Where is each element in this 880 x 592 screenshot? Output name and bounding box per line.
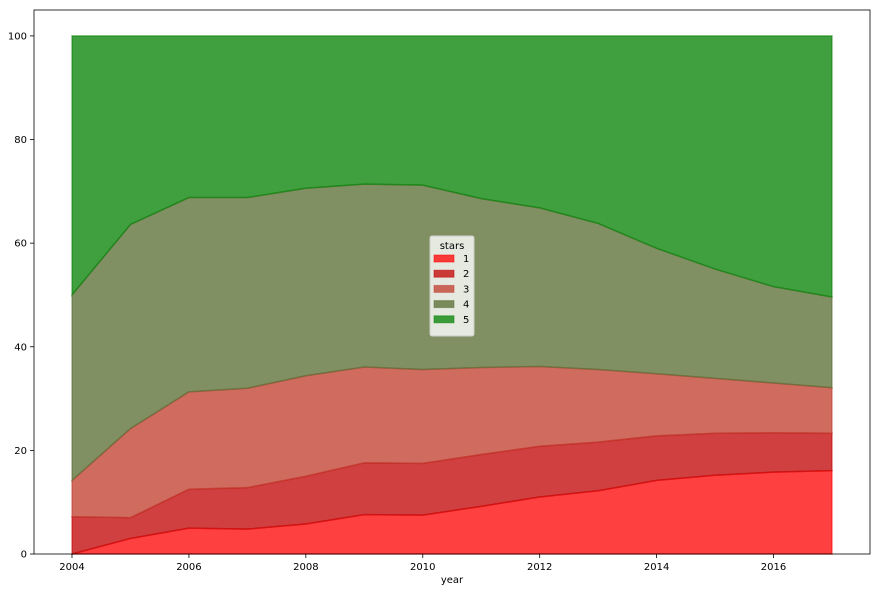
legend-label-3: 3 <box>463 284 469 295</box>
legend-label-5: 5 <box>463 315 469 326</box>
x-axis-label: year <box>441 575 464 586</box>
y-tick-label: 100 <box>8 31 27 42</box>
y-tick-label: 0 <box>21 550 27 561</box>
y-tick-label: 40 <box>14 342 27 353</box>
y-tick-label: 20 <box>14 446 27 457</box>
x-tick-label: 2006 <box>176 562 201 573</box>
plot-frame <box>33 9 871 555</box>
x-tick-label: 2016 <box>761 562 786 573</box>
legend-swatch-2 <box>433 269 455 278</box>
legend-swatch-3 <box>433 284 455 293</box>
legend: stars 1 2 3 4 5 <box>429 235 475 337</box>
legend-swatch-5 <box>433 315 455 324</box>
x-tick-label: 2008 <box>293 562 318 573</box>
legend-items: 1 2 3 4 5 <box>433 254 469 326</box>
x-tick-label: 2004 <box>59 562 84 573</box>
area-series-group <box>71 35 833 555</box>
x-axis: 2004 2006 2008 2010 2012 2014 2016 <box>59 554 786 573</box>
legend-title: stars <box>440 241 465 252</box>
legend-swatch-4 <box>433 300 455 309</box>
x-tick-label: 2014 <box>644 562 669 573</box>
area-series-5 <box>71 35 833 298</box>
legend-label-2: 2 <box>463 269 469 280</box>
y-tick-label: 80 <box>14 135 27 146</box>
x-tick-label: 2012 <box>527 562 552 573</box>
x-tick-label: 2010 <box>410 562 435 573</box>
y-tick-label: 60 <box>14 239 27 250</box>
y-axis: 0 20 40 60 80 100 <box>8 31 34 561</box>
legend-swatch-1 <box>433 254 455 263</box>
legend-label-4: 4 <box>463 300 469 311</box>
legend-label-1: 1 <box>463 254 469 265</box>
